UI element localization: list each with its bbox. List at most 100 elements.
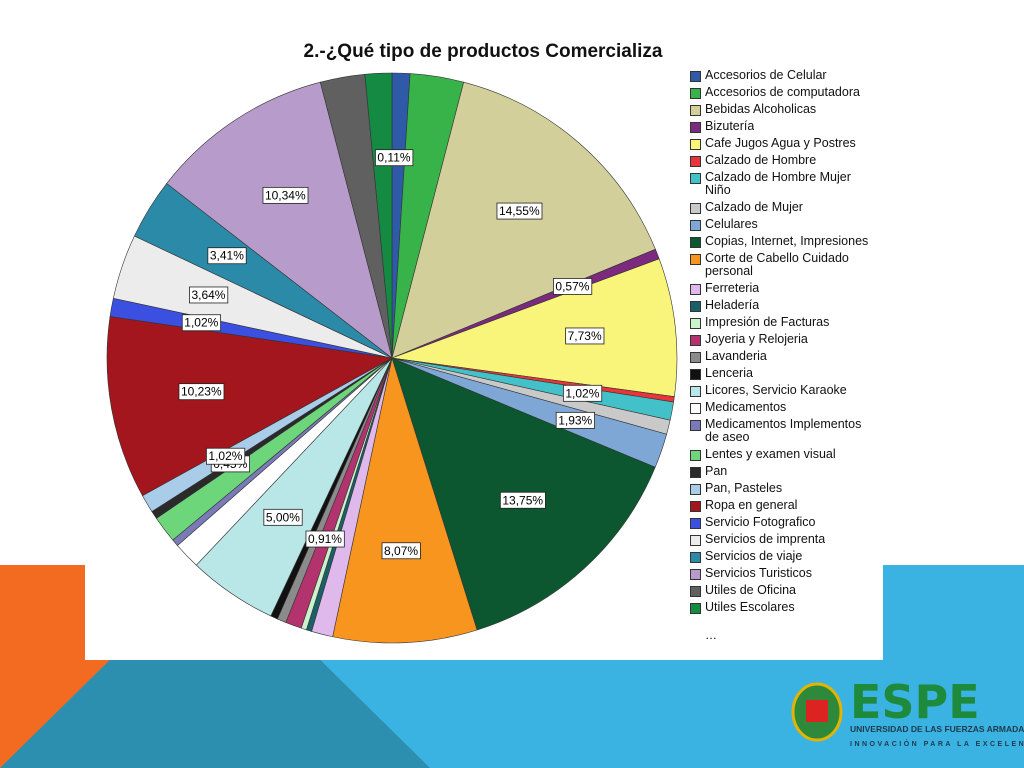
data-label-box [189, 286, 229, 304]
logo-name: ESPE [850, 675, 980, 729]
legend-label: Medicamentos [705, 401, 787, 414]
legend-item: Lenceria [690, 367, 873, 380]
legend-swatch [690, 139, 701, 150]
data-label: 14,55% [496, 202, 543, 220]
legend-label: Copias, Internet, Impresiones [705, 235, 869, 248]
legend-swatch [690, 450, 701, 461]
legend-swatch [690, 318, 701, 329]
legend-swatch [690, 122, 701, 133]
pie-slice [391, 81, 656, 359]
data-label-box [562, 384, 603, 402]
legend-swatch [690, 484, 701, 495]
data-label-text: 10,23% [181, 385, 222, 399]
legend-item: Calzado de Hombre [690, 154, 873, 167]
data-label-box [181, 314, 222, 332]
pie-slice [332, 356, 478, 644]
legend-item: Licores, Servicio Karaoke [690, 384, 873, 397]
legend-swatch [690, 535, 701, 546]
legend-item: Medicamentos [690, 401, 873, 414]
legend-swatch [690, 237, 701, 248]
legend-label: Accesorios de Celular [705, 69, 827, 82]
legend-swatch [690, 501, 701, 512]
legend-label: Bizutería [705, 120, 755, 133]
data-label-text: 1,93% [558, 413, 592, 427]
legend-label: Calzado de Mujer [705, 201, 803, 214]
data-label: 5,00% [263, 508, 303, 526]
legend-swatch [690, 88, 701, 99]
data-label-box [555, 411, 595, 429]
data-label: 13,75% [499, 491, 546, 509]
legend-item: Corte de Cabello Cuidado personal [690, 252, 873, 278]
legend-item: Servicios de imprenta [690, 533, 873, 546]
data-label: 0,91% [305, 530, 345, 548]
pie-slice [364, 72, 393, 359]
legend-label: Celulares [705, 218, 758, 231]
legend-label: Utiles Escolares [705, 601, 795, 614]
legend-label: Calzado de Hombre Mujer Niño [705, 171, 851, 197]
pie: 14,55% 0,57% 7,73% 1,02% 1,93% 13,75% 8,07% 0,9… [106, 72, 678, 644]
teal-shape [0, 640, 430, 768]
legend-label: Corte de Cabello Cuidado personal [705, 252, 849, 278]
legend-item: Lavanderia [690, 350, 873, 363]
pie-slice [166, 81, 393, 359]
legend-item: Heladería [690, 299, 873, 312]
data-label-box [565, 327, 605, 345]
chart-title: 2.-¿Qué tipo de productos Comercializa [304, 41, 663, 62]
data-label-text: 0,57% [555, 279, 589, 293]
legend-label: Ropa en general [705, 499, 798, 512]
legend-item: Lentes y examen visual [690, 448, 873, 461]
legend-swatch [690, 586, 701, 597]
legend-swatch [690, 254, 701, 265]
data-label: 3,41% [207, 247, 247, 265]
data-label-text: 0,11% [377, 151, 410, 165]
data-label: 7,73% [565, 327, 605, 345]
data-label-text: 1,02% [565, 386, 599, 400]
legend-swatch [690, 403, 701, 414]
data-label-box [496, 202, 543, 220]
legend-label: Lentes y examen visual [705, 448, 836, 461]
data-label: 0,11% [375, 149, 414, 167]
legend-label: Pan [705, 465, 728, 478]
legend-swatch [690, 352, 701, 363]
legend-label: Calzado de Hombre [705, 154, 817, 167]
data-label-box [262, 186, 309, 204]
legend-item: Servicio Fotografico [690, 516, 873, 529]
data-label: 1,93% [555, 411, 595, 429]
legend-swatch [690, 467, 701, 478]
legend-swatch [690, 420, 701, 431]
legend-swatch [690, 284, 701, 295]
legend-item: Copias, Internet, Impresiones [690, 235, 873, 248]
legend-label: Licores, Servicio Karaoke [705, 384, 847, 397]
data-label-text: 7,73% [568, 329, 602, 343]
data-label-box [206, 447, 246, 465]
data-label-box [381, 542, 421, 560]
data-label-text: 8,07% [384, 544, 418, 558]
legend-item: Pan [690, 465, 873, 478]
legend-item: Impresión de Facturas [690, 316, 873, 329]
data-label-text: 13,75% [502, 493, 543, 507]
data-label: 1,02% [562, 384, 603, 402]
data-label-box [553, 278, 593, 295]
legend-item: Joyeria y Relojeria [690, 333, 873, 346]
legend-item: Utiles de Oficina [690, 584, 873, 597]
logo: ESPE UNIVERSIDAD DE LAS FUERZAS ARMADAS … [791, 675, 1024, 748]
data-label-box [499, 491, 546, 509]
legend-swatch [690, 386, 701, 397]
legend-label: Ferreteria [705, 282, 760, 295]
legend-swatch [690, 71, 701, 82]
legend-swatch [690, 156, 701, 167]
legend-item: Accesorios de Celular [690, 69, 873, 82]
legend-label: Servicio Fotografico [705, 516, 816, 529]
legend-label: Pan, Pasteles [705, 482, 783, 495]
legend-swatch [690, 105, 701, 116]
legend-swatch [690, 335, 701, 346]
data-label: 8,07% [381, 542, 421, 560]
legend-item: Ropa en general [690, 499, 873, 512]
legend-item: Celulares [690, 218, 873, 231]
data-label-box [207, 247, 247, 265]
legend-label: Impresión de Facturas [705, 316, 830, 329]
legend-swatch [690, 173, 701, 184]
legend-item: Cafe Jugos Agua y Postres [690, 137, 873, 150]
legend-swatch [690, 569, 701, 580]
